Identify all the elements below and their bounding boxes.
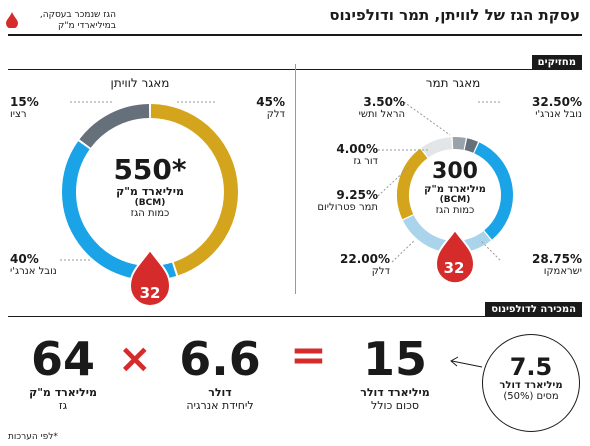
formula-total-caption: גז <box>58 399 68 412</box>
tamar-center-unit-en: (BCM) <box>439 195 471 205</box>
legend: הגז שנמכר בעסקה, במיליארדי מ"ק <box>20 10 116 32</box>
tamar-pct-harel: 3.50% <box>363 95 405 109</box>
sale-section-label: המכירה לדולפינוס <box>485 302 582 317</box>
tamar-center: 300 מיליארד מ"ק (BCM) כמות הגז <box>405 159 505 217</box>
leviathan-label-delek: 45% דלק <box>215 95 285 120</box>
tamar-leader-delek <box>391 239 416 263</box>
tamar-name-dor-gas: דור גז <box>353 156 378 167</box>
leviathan-drop-icon <box>128 248 172 307</box>
formula-sum-unit: מיליארד דולר <box>360 386 430 399</box>
tamar-pct-noble: 32.50% <box>532 95 582 109</box>
tamar-slice-4 <box>452 137 466 150</box>
leviathan-slice-0 <box>150 104 238 276</box>
formula-total-value: 64 <box>30 332 95 386</box>
formula-total: 64 מיליארד מ"ק גז <box>8 336 118 412</box>
sale-rule <box>8 316 582 317</box>
header-rule <box>8 34 582 36</box>
tamar-slice-2 <box>397 148 428 220</box>
tamar-name-isramco: ישראמקו <box>543 266 582 277</box>
blood-drop-icon <box>6 12 18 28</box>
leviathan-slice-2 <box>79 104 150 148</box>
tamar-leader-tamar-petroleum <box>377 165 411 197</box>
formula-tax-unit: מיליארד דולר <box>499 380 563 391</box>
leviathan-center: 550* מיליארד מ"ק (BCM) כמות הגז <box>95 153 205 220</box>
tamar-center-unit: מיליארד מ"ק <box>424 184 486 195</box>
tamar-pct-delek: 22.00% <box>340 252 390 266</box>
equals-sign: = <box>290 330 327 381</box>
tamar-drop-icon <box>434 228 476 285</box>
multiply-sign: × <box>118 336 152 382</box>
tax-circle <box>482 334 580 432</box>
tamar-label-tamar-petroleum: 9.25% תמר פטרוליום <box>300 188 378 213</box>
formula-sum-value: 15 <box>362 332 427 386</box>
tamar-leader-isramco <box>479 239 501 261</box>
leviathan-pct-ratio: 15% <box>10 95 39 109</box>
tamar-name-delek: דלק <box>371 266 390 277</box>
tamar-slice-0 <box>474 142 513 240</box>
tamar-title: מאגר תמר <box>425 76 481 90</box>
tamar-pct-isramco: 28.75% <box>532 252 582 266</box>
tamar-name-harel: הראל ותשי <box>358 109 405 120</box>
leviathan-name-noble: נובל אנרג'י <box>10 266 57 277</box>
formula-sum-caption: סכום כולל <box>370 399 420 412</box>
tamar-pct-dor-gas: 4.00% <box>336 142 378 156</box>
formula-price-caption: ליחידת אנרגיה <box>186 399 254 412</box>
tamar-label-delek: 22.00% דלק <box>320 252 390 277</box>
tamar-slice-3 <box>421 137 453 158</box>
legend-text-2: במיליארדי מ"ק <box>58 21 116 31</box>
tamar-slice-5 <box>464 138 479 153</box>
leviathan-center-caption: כמות הגז <box>130 208 170 219</box>
tamar-name-noble: נובל אנרג'י <box>535 109 582 120</box>
tamar-label-dor-gas: 4.00% דור גז <box>320 142 378 167</box>
leviathan-name-delek: דלק <box>266 109 285 120</box>
leviathan-pct-noble: 40% <box>10 252 39 266</box>
tamar-center-value: 300 <box>432 159 478 184</box>
tamar-center-caption: כמות הגז <box>435 205 475 216</box>
tamar-sold-value: 32 <box>443 259 465 277</box>
formula-total-unit: מיליארד מ"ק <box>29 386 97 399</box>
tamar-label-noble: 32.50% נובל אנרג'י <box>500 95 582 120</box>
tamar-pct-tamar-petroleum: 9.25% <box>336 188 378 202</box>
leviathan-title: מאגר לוויתן <box>110 76 170 90</box>
holders-section-label: מחזיקים <box>531 55 582 70</box>
leviathan-label-noble: 40% נובל אנרג'י <box>10 252 90 277</box>
footnote: *לפי הערכות <box>8 432 58 442</box>
formula-price: 6.6 דולר ליחידת אנרגיה <box>165 336 275 412</box>
formula-tax: 7.5 מיליארד דולר מסים (50%) <box>482 354 580 402</box>
leviathan-center-unit: מיליארד מ"ק <box>116 185 184 198</box>
leviathan-name-ratio: רציו <box>10 109 27 120</box>
pie-charts <box>60 101 513 307</box>
tamar-label-harel: 3.50% הראל ותשי <box>335 95 405 120</box>
legend-text-1: הגז שנמכר בעסקה, <box>39 10 116 20</box>
formula-sum: 15 מיליארד דולר סכום כולל <box>340 336 450 412</box>
formula-price-value: 6.6 <box>179 332 261 386</box>
leviathan-sold-value: 32 <box>139 284 161 302</box>
formula-price-unit: דולר <box>208 386 232 399</box>
formula-tax-caption: מסים (50%) <box>503 391 559 402</box>
tamar-label-isramco: 28.75% ישראמקו <box>500 252 582 277</box>
page-title: עסקת הגז של לוויתן, תמר ודולפינוס <box>329 6 580 24</box>
arrow-left-icon <box>450 356 483 368</box>
tamar-leader-harel <box>403 101 451 136</box>
leviathan-pct-delek: 45% <box>256 95 285 109</box>
tamar-name-tamar-petroleum: תמר פטרוליום <box>317 202 378 213</box>
leviathan-center-value: 550* <box>113 153 187 186</box>
column-divider <box>295 64 296 294</box>
leviathan-label-ratio: 15% רציו <box>10 95 70 120</box>
formula-tax-value: 7.5 <box>509 353 553 381</box>
leviathan-center-unit-en: (BCM) <box>134 198 166 208</box>
